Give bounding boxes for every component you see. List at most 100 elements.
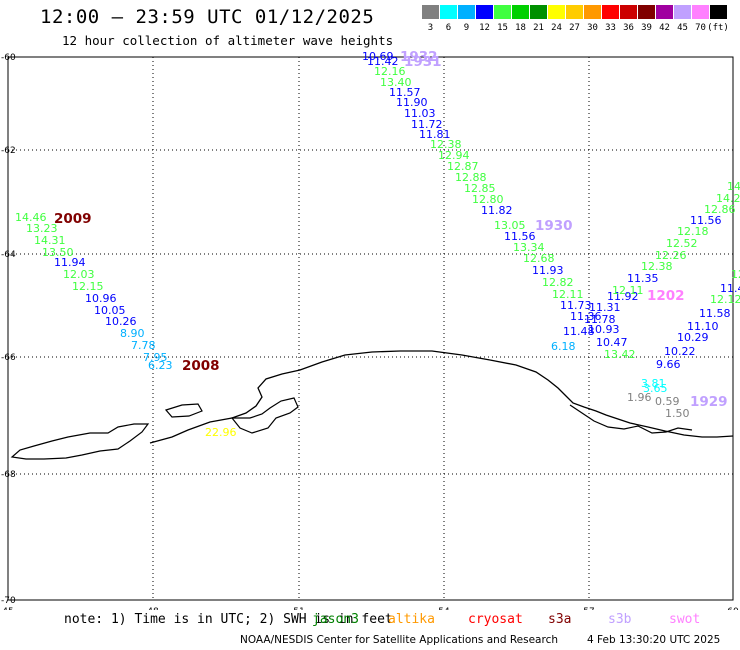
wave-height-value: 12.38 [430,138,462,151]
wave-height-value: 13.34 [513,241,545,254]
wave-height-value: 12.18 [677,225,709,238]
wave-height-value: 10.26 [105,315,137,328]
legend-label: 33 [605,23,616,33]
legend-label: 39 [641,23,652,33]
wave-height-value: 6.18 [551,340,576,353]
latitude-label: -60 [1,53,16,63]
wave-height-value: 11.56 [690,214,722,227]
wave-height-value: 11.81 [419,128,451,141]
legend-swatch [440,5,457,19]
longitude-label: 48 [147,607,159,610]
satellite-s3b: s3b [608,612,632,627]
latitude-label: -64 [1,250,16,260]
wave-height-value: 11.03 [404,107,436,120]
wave-height-value: 12 [731,268,740,281]
legend-swatch [602,5,619,19]
legend-swatch [638,5,655,19]
pass-label: 1929 [690,394,728,410]
longitude-label: 60 [727,607,739,610]
latitude-label: -66 [1,353,16,363]
wave-height-value: 7.95 [143,351,168,364]
wave-height-value: 1.96 [627,391,652,404]
legend-swatch [548,5,565,19]
map-title: 12:00 – 23:59 UTC 01/12/2025 [40,6,375,28]
legend-swatch [710,5,727,19]
legend-label: 36 [623,23,634,33]
legend-label: 15 [497,23,508,33]
wave-height-value: 11.73 [560,299,592,312]
satellite-altika: altika [388,612,435,627]
wave-height-value: 3.81 [641,377,666,390]
wave-height-value: 11.93 [532,264,564,277]
wave-height-value: 7.78 [131,339,156,352]
wave-height-value: 22.96 [205,426,237,439]
wave-height-value: 12.82 [542,276,574,289]
pass-label: 1930 [535,218,573,234]
wave-height-value: 12.52 [666,237,698,250]
wave-height-value: 11.94 [54,256,86,269]
satellite-jason3: jason3 [312,612,359,627]
wave-height-value: 9.66 [656,358,681,371]
wave-height-value: 10.29 [677,331,709,344]
wave-height-value: 12.94 [438,149,470,162]
legend-label: 27 [569,23,580,33]
wave-height-value: 12.85 [464,182,496,195]
wave-height-value: 10.96 [85,292,117,305]
wave-height-value: 11.72 [411,118,443,131]
wave-height-value: 12.26 [655,249,687,262]
legend-label: 24 [551,23,562,33]
wave-height-value: 10.22 [664,345,696,358]
wave-height-value: 6.23 [148,359,173,372]
wave-height-value: 11.92 [607,290,639,303]
legend-label: 30 [587,23,598,33]
wave-height-value: 0.59 [655,395,680,408]
wave-height-value: 14.28 [716,192,740,205]
coastline-islands [10,397,693,460]
wave-height-value: 11.56 [504,230,536,243]
wave-height-value: 10.05 [94,304,126,317]
altimeter-map: -60 -62 -64 -66 -68 -7045 48 51 54 57 60 14.4613.2… [1,49,740,610]
pass-label: 2008 [182,358,220,374]
legend-label: 18 [515,23,526,33]
latitude-label: -70 [1,596,16,606]
wave-height-value: 11.4 [720,282,740,295]
legend-label: 70 [695,23,706,33]
legend-swatch [494,5,511,19]
wave-height-value: 11.57 [389,86,421,99]
legend-swatch [584,5,601,19]
wave-height-value: 11.90 [396,96,428,109]
wave-height-value: 11.35 [627,272,659,285]
legend-swatch [530,5,547,19]
legend-label: 21 [533,23,544,33]
satellite-swot: swot [669,612,701,627]
wave-height-value: 12.86 [704,203,736,216]
wave-height-value: 12.68 [523,252,555,265]
satellite-cryosat: cryosat [468,612,523,627]
longitude-label: 51 [293,607,304,610]
wave-height-value: 14.5 [727,180,740,193]
wave-height-value: 13.40 [380,76,412,89]
wave-height-value: 11.48 [563,325,595,338]
legend-swatch [422,5,439,19]
wave-height-value: 11.42 [367,55,399,68]
legend-swatch [476,5,493,19]
wave-height-value: 1.50 [665,407,690,420]
pass-label: 2009 [54,211,92,227]
wave-height-value: 12.11 [552,288,584,301]
wave-height-value: 12.11 [612,284,644,297]
legend-swatch [656,5,673,19]
legend-label: 3 [427,23,434,33]
legend-swatch [458,5,475,19]
wave-height-value: 11.10 [687,320,719,333]
legend-swatch [620,5,637,19]
latitude-label: -62 [1,146,16,156]
wave-height-value: 11.78 [584,313,616,326]
wave-height-value: 13.05 [494,219,526,232]
footer-note: note: 1) Time is in UTC; 2) SWH is in fe… [64,612,393,627]
wave-height-tracks: 14.4613.2314.3113.5011.9412.0312.1510.96… [15,49,740,439]
legend-swatch [566,5,583,19]
wave-height-value: 3.65 [643,382,668,395]
legend-label: 42 [659,23,670,33]
pass-label: 1931 [404,54,442,70]
wave-height-value: 13.42 [604,348,636,361]
